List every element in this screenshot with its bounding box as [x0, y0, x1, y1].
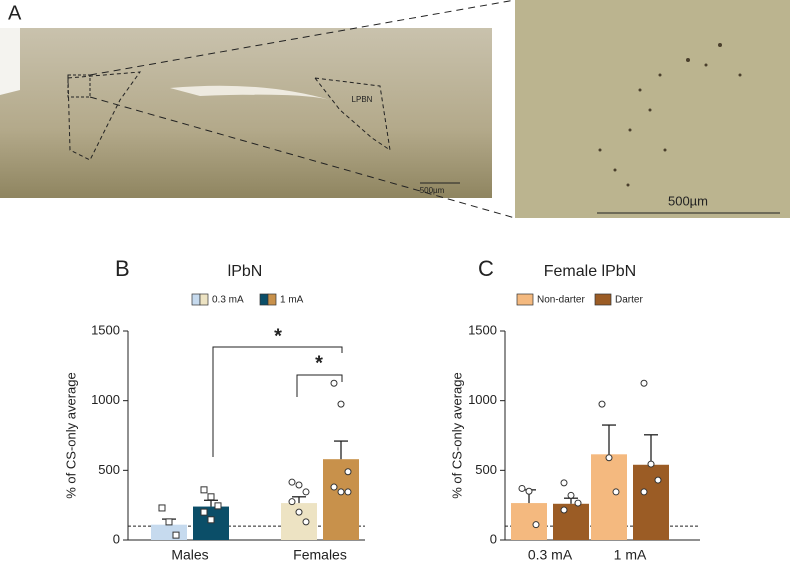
data-point	[200, 508, 208, 516]
scale-label: 500µm	[420, 186, 445, 195]
scale-label: 500µm	[668, 193, 708, 208]
region-outline	[313, 77, 391, 152]
bar	[511, 503, 547, 540]
y-tick-label: 1500	[468, 322, 497, 337]
region-label: LPBN	[352, 95, 373, 104]
y-tick-label: 0	[113, 531, 120, 546]
x-tick-label: Males	[171, 547, 208, 563]
data-point	[525, 487, 533, 495]
data-point	[158, 504, 166, 512]
y-tick-label: 1500	[91, 322, 120, 337]
legend-label: 0.3 mA	[212, 295, 244, 306]
panel-label: B	[115, 256, 130, 281]
data-point	[560, 479, 568, 487]
bar	[591, 454, 627, 540]
panel-label: C	[478, 256, 494, 281]
data-point	[214, 502, 222, 510]
data-point	[337, 400, 345, 408]
chart-title: Female lPbN	[544, 263, 636, 280]
data-point	[567, 491, 575, 499]
bar	[323, 459, 359, 540]
significance-bracket	[212, 346, 343, 457]
legend-swatch	[594, 293, 612, 306]
data-point	[200, 486, 208, 494]
data-point	[560, 506, 568, 514]
data-point	[207, 516, 215, 524]
data-point	[612, 488, 620, 496]
y-tick-label: 500	[475, 462, 497, 477]
data-point	[344, 468, 352, 476]
zoom-box	[67, 74, 91, 98]
legend-swatch	[259, 293, 269, 306]
data-point	[288, 478, 296, 486]
x-tick-label: Females	[293, 547, 347, 563]
data-point	[302, 518, 310, 526]
legend-label: Darter	[615, 295, 643, 306]
bar	[151, 524, 187, 540]
panel-label: A	[8, 2, 22, 24]
bar	[553, 503, 589, 540]
data-point	[330, 483, 338, 491]
region-outline	[67, 71, 142, 161]
legend-label: 1 mA	[280, 295, 304, 306]
y-axis-label: % of CS-only average	[449, 372, 464, 498]
y-tick-label: 1000	[468, 392, 497, 407]
data-point	[640, 488, 648, 496]
data-point	[532, 521, 540, 529]
data-point	[295, 481, 303, 489]
legend-swatch	[516, 293, 534, 306]
tissue-image	[0, 28, 492, 198]
data-point	[288, 498, 296, 506]
data-point	[302, 488, 310, 496]
legend-swatch	[191, 293, 201, 306]
data-point	[647, 460, 655, 468]
bar	[633, 464, 669, 540]
y-tick-label: 1000	[91, 392, 120, 407]
data-point	[605, 454, 613, 462]
data-point	[654, 476, 662, 484]
y-tick-label: 0	[490, 531, 497, 546]
data-point	[337, 488, 345, 496]
zoom-line	[89, 96, 516, 219]
image-edge	[0, 28, 20, 95]
legend-swatch	[267, 293, 277, 306]
legend-swatch	[199, 293, 209, 306]
x-tick-label: 1 mA	[614, 547, 647, 563]
cells	[598, 43, 742, 187]
data-point	[518, 484, 526, 492]
legend-label: Non-darter	[537, 295, 585, 306]
data-point	[640, 379, 648, 387]
data-point	[207, 493, 215, 501]
data-point	[172, 531, 180, 539]
significance-label: *	[315, 352, 323, 374]
x-tick-label: 0.3 mA	[528, 547, 573, 563]
significance-bracket	[296, 374, 343, 397]
data-point	[165, 518, 173, 526]
y-axis-label: % of CS-only average	[63, 372, 78, 498]
y-tick-label: 500	[98, 462, 120, 477]
chart-title: lPbN	[228, 263, 263, 280]
data-point	[598, 400, 606, 408]
data-point	[295, 508, 303, 516]
zoom-image	[515, 0, 790, 218]
data-point	[344, 488, 352, 496]
ventricle	[170, 85, 330, 100]
data-point	[330, 379, 338, 387]
data-point	[574, 499, 582, 507]
significance-label: *	[274, 325, 282, 347]
bar	[281, 503, 317, 540]
